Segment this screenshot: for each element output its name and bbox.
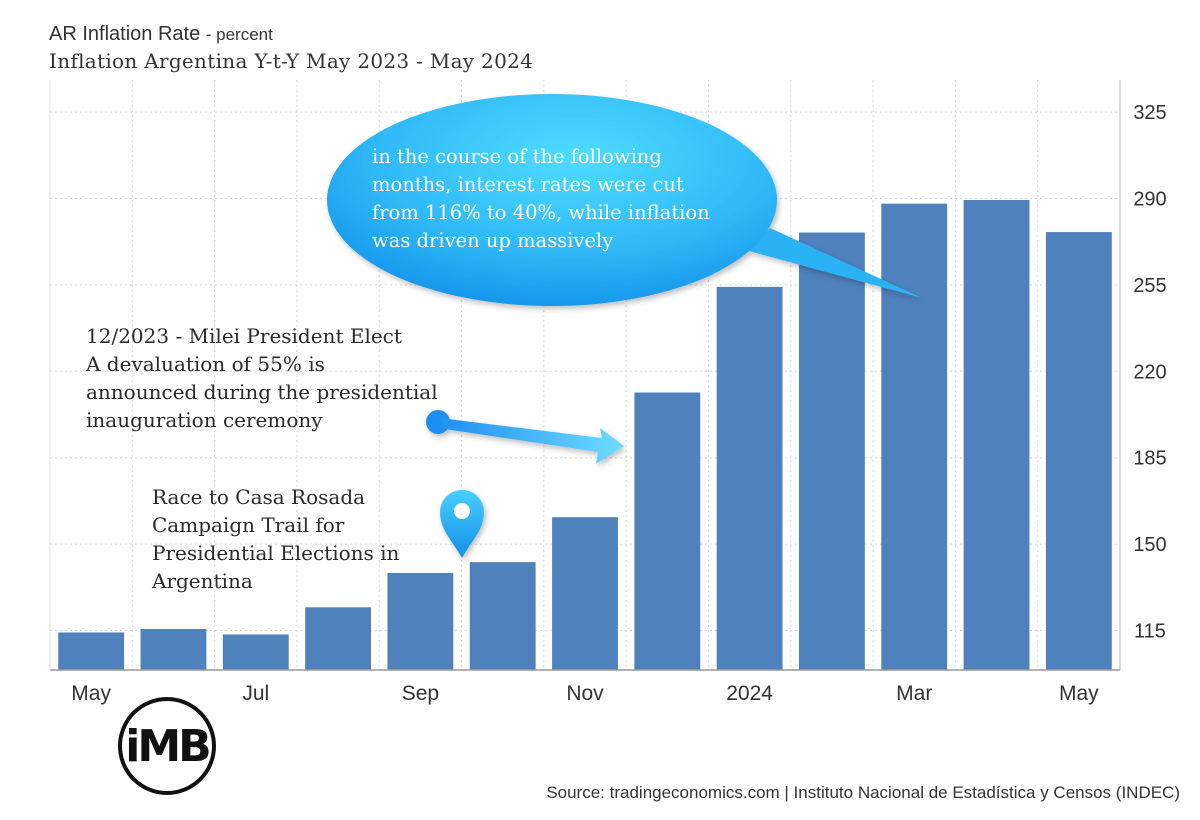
source-credit: Source: tradingeconomics.com | Instituto… [546,783,1180,802]
bar [881,203,948,670]
campaign-annotation: Race to Casa Rosada Campaign Trail for P… [152,483,399,595]
speech-bubble [327,94,922,306]
speech-bubble-text: in the course of the following months, i… [372,143,710,255]
bubble-line: from 116% to 40%, while inflation [372,201,710,224]
speech-bubble-body [327,94,777,306]
chart-title: AR Inflation Rate - percent [49,22,533,47]
y-tick-label: 150 [1133,534,1166,556]
chart-title-block: AR Inflation Rate - percent Inflation Ar… [49,22,533,73]
map-pin-icon [440,490,484,558]
annotation-line: Presidential Elections in [152,541,400,565]
bars [58,199,1112,670]
imb-logo: iMB [118,697,216,795]
bar [58,632,125,670]
x-tick-label: Mar [896,682,932,705]
x-tick-label: Nov [566,682,604,705]
bar [1045,232,1112,670]
y-tick-label: 290 [1133,188,1166,210]
chart-subtitle: Inflation Argentina Y-t-Y May 2023 - May… [49,49,534,73]
x-tick-label: Jul [242,682,269,705]
annotation-line: Race to Casa Rosada [152,485,366,509]
bar [222,634,289,670]
bar [634,392,701,670]
y-tick-label: 325 [1133,102,1166,124]
bar [552,517,618,670]
speech-bubble-tail [745,228,922,298]
annotation-line: A devaluation of 55% is [86,352,325,376]
x-tick-label: May [71,682,111,705]
annotation-line: Argentina [152,569,253,593]
x-tick-label: 2024 [726,682,773,705]
y-tick-label: 185 [1133,448,1166,470]
annotation-line: Campaign Trail for [152,513,345,537]
bubble-line: months, interest rates were cut [372,173,684,196]
devaluation-annotation: 12/2023 - Milei President Elect A devalu… [86,322,438,434]
devaluation-arrow [426,410,624,464]
chart-unit: - percent [205,25,273,44]
bar [469,562,536,670]
bar [387,572,454,670]
x-tick-label: May [1059,682,1099,705]
y-tick-label: 115 [1134,621,1166,643]
x-tick-label: Sep [402,682,439,705]
chart-title-text: AR Inflation Rate [49,23,201,45]
bar [799,232,865,670]
annotation-line: inauguration ceremony [86,408,323,432]
bubble-line: was driven up massively [372,229,614,252]
bubble-line: in the course of the following [372,145,662,168]
bar [963,199,1030,670]
bar [716,286,783,670]
axes: 115 150 185 220 255 290 325 May Jul Sep Nov 2024 Mar… [49,80,1167,705]
annotation-line: 12/2023 - Milei President Elect [86,324,402,348]
arrow-icon [438,418,624,464]
bar [305,607,371,670]
bar [140,629,207,670]
logo-text: iMB [125,720,211,772]
y-tick-label: 220 [1133,361,1166,383]
y-tick-label: 255 [1133,275,1166,297]
annotation-line: announced during the presidential [86,380,438,404]
